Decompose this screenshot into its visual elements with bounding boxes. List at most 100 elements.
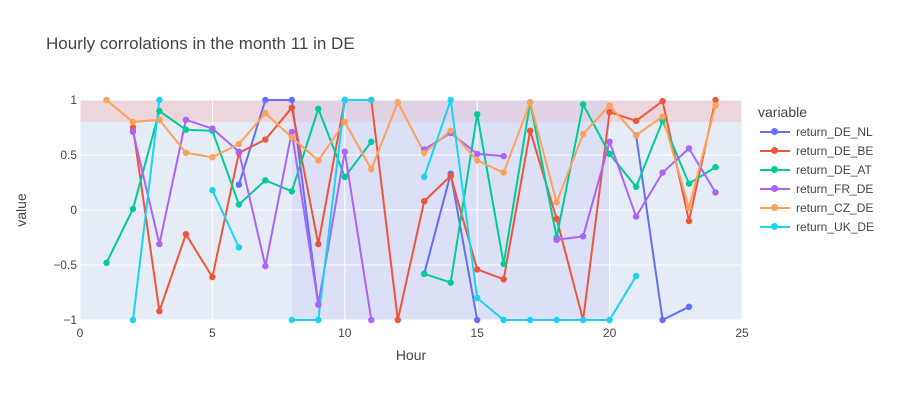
data-point-return_FR_DE — [182, 116, 190, 124]
data-point-return_UK_DE — [129, 316, 137, 324]
data-point-return_CZ_DE — [288, 134, 296, 141]
data-point-return_DE_AT — [262, 177, 269, 184]
data-point-return_UK_DE — [632, 272, 640, 280]
data-point-return_DE_BE — [156, 308, 163, 315]
data-point-return_FR_DE — [632, 213, 640, 220]
x-tick-label: 5 — [209, 326, 216, 340]
data-point-return_DE_AT — [474, 111, 481, 118]
data-point-return_FR_DE — [315, 301, 322, 308]
data-point-return_CZ_DE — [421, 149, 428, 156]
data-point-return_CZ_DE — [632, 132, 640, 139]
data-point-return_CZ_DE — [447, 127, 454, 134]
data-point-return_DE_NL — [659, 316, 666, 324]
data-point-return_UK_DE — [421, 173, 428, 181]
data-point-return_DE_AT — [712, 163, 719, 171]
legend-swatch — [760, 145, 790, 157]
data-point-return_FR_DE — [500, 152, 507, 160]
data-point-return_UK_DE — [447, 96, 454, 104]
data-point-return_DE_AT — [500, 260, 507, 268]
data-point-return_CZ_DE — [262, 110, 269, 117]
data-point-return_CZ_DE — [103, 96, 110, 104]
data-point-return_UK_DE — [500, 316, 507, 324]
data-point-return_FR_DE — [341, 148, 348, 155]
data-point-return_UK_DE — [579, 316, 587, 324]
data-point-return_DE_AT — [447, 279, 454, 286]
data-point-return_UK_DE — [209, 187, 216, 194]
x-tick-label: 25 — [735, 326, 749, 340]
legend-label: return_CZ_DE — [796, 200, 874, 215]
data-point-return_FR_DE — [474, 150, 481, 158]
legend-swatch — [760, 164, 790, 176]
legend-item-return_DE_NL[interactable]: return_DE_NL — [760, 122, 874, 141]
data-point-return_UK_DE — [526, 316, 534, 324]
data-point-return_DE_BE — [474, 266, 481, 273]
data-point-return_UK_DE — [368, 96, 375, 104]
data-point-return_UK_DE — [553, 316, 560, 324]
data-point-return_DE_BE — [447, 172, 454, 180]
data-point-return_DE_AT — [182, 126, 190, 133]
data-point-return_DE_BE — [553, 215, 560, 222]
legend-item-return_DE_AT[interactable]: return_DE_AT — [760, 160, 874, 179]
data-point-return_CZ_DE — [659, 113, 666, 120]
data-point-return_CZ_DE — [235, 140, 243, 148]
data-point-return_DE_NL — [235, 181, 243, 188]
data-point-return_UK_DE — [156, 96, 163, 104]
data-point-return_CZ_DE — [579, 130, 587, 138]
legend-swatch — [760, 202, 790, 214]
data-point-return_FR_DE — [209, 125, 216, 132]
data-point-return_DE_NL — [262, 96, 269, 104]
data-point-return_FR_DE — [659, 169, 666, 176]
legend-item-return_DE_BE[interactable]: return_DE_BE — [760, 141, 874, 160]
legend-swatch — [760, 183, 790, 195]
data-point-return_DE_AT — [659, 117, 666, 125]
data-point-return_DE_BE — [712, 96, 719, 104]
legend-item-return_CZ_DE[interactable]: return_CZ_DE — [760, 198, 874, 217]
data-point-return_FR_DE — [579, 233, 587, 240]
legend-title: variable — [758, 104, 808, 120]
series-line-return_UK_DE — [132, 99, 161, 321]
y-tick-label: −0.5 — [53, 258, 77, 272]
series-line-return_DE_NL — [237, 99, 320, 305]
data-point-return_DE_BE — [526, 127, 534, 134]
series-line-return_UK_DE — [291, 99, 372, 321]
data-point-return_DE_BE — [262, 136, 269, 143]
x-tick-label: 20 — [603, 326, 617, 340]
data-point-return_CZ_DE — [500, 169, 507, 176]
data-point-return_DE_BE — [421, 198, 428, 205]
legend-label: return_DE_NL — [796, 124, 873, 139]
data-point-return_DE_AT — [315, 105, 322, 113]
data-point-return_DE_NL — [685, 303, 693, 310]
data-point-return_CZ_DE — [712, 102, 719, 109]
data-point-return_CZ_DE — [182, 149, 190, 156]
legend-item-return_FR_DE[interactable]: return_FR_DE — [760, 179, 874, 198]
highlight-band-y — [80, 100, 742, 122]
legend-label: return_DE_AT — [796, 162, 872, 177]
data-point-return_DE_AT — [129, 205, 137, 213]
data-point-return_CZ_DE — [526, 99, 534, 106]
y-tick-label: −1 — [63, 313, 77, 327]
data-point-return_FR_DE — [712, 189, 719, 196]
x-tick-label: 15 — [471, 326, 485, 340]
x-axis-title: Hour — [396, 347, 427, 363]
data-point-return_DE_BE — [209, 273, 216, 281]
data-point-return_FR_DE — [685, 145, 693, 152]
data-point-return_CZ_DE — [394, 99, 401, 106]
data-point-return_DE_AT — [685, 180, 693, 187]
data-point-return_DE_NL — [288, 96, 296, 104]
data-point-return_DE_BE — [632, 117, 640, 125]
data-point-return_UK_DE — [315, 316, 322, 324]
data-point-return_FR_DE — [288, 128, 296, 136]
data-point-return_DE_AT — [103, 259, 110, 266]
data-point-return_DE_BE — [394, 316, 401, 324]
data-point-return_CZ_DE — [368, 166, 375, 173]
data-point-return_DE_BE — [288, 104, 296, 111]
data-point-return_CZ_DE — [129, 118, 137, 126]
data-point-return_FR_DE — [368, 316, 375, 324]
data-point-return_UK_DE — [474, 294, 481, 302]
data-point-return_CZ_DE — [315, 157, 322, 164]
data-point-return_DE_BE — [606, 108, 613, 116]
legend-item-return_UK_DE[interactable]: return_UK_DE — [760, 217, 874, 236]
